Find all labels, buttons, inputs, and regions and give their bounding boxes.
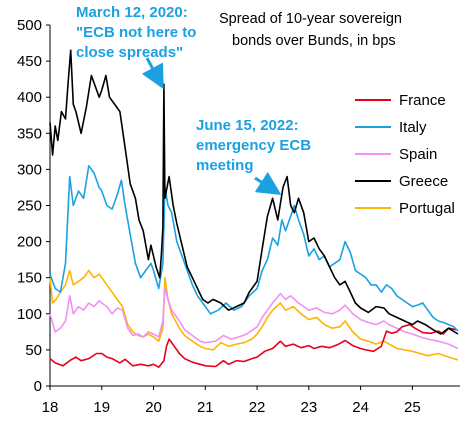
- legend-label-portugal: Portugal: [399, 200, 455, 217]
- x-tick-label: 18: [42, 399, 59, 416]
- x-tick-label: 22: [249, 399, 266, 416]
- x-tick-label: 20: [145, 399, 162, 416]
- y-tick-label: 200: [17, 234, 42, 251]
- annotations: March 12, 2020: "ECB not here to close spr…: [76, 4, 311, 195]
- chart-title-line-1: Spread of 10-year sovereign: [219, 11, 402, 27]
- series-line-france: [49, 323, 457, 368]
- annotation-2020-line-3: close spreads": [76, 44, 183, 61]
- chart-title-line-2: bonds over Bunds, in bps: [232, 33, 396, 49]
- y-tick-label: 450: [17, 53, 42, 70]
- annotation-2022-line-1: June 15, 2022:: [196, 117, 299, 134]
- x-tick-label: 25: [404, 399, 421, 416]
- annotation-2022-line-3: meeting: [196, 157, 254, 174]
- x-tick-label: 23: [300, 399, 317, 416]
- legend-label-italy: Italy: [399, 119, 427, 136]
- annotation-2020-arrow: [141, 57, 164, 90]
- y-tick-label: 350: [17, 125, 42, 142]
- y-tick-label: 100: [17, 306, 42, 323]
- legend-label-france: France: [399, 92, 446, 109]
- series-line-spain: [49, 287, 459, 350]
- series-line-italy: [49, 165, 459, 332]
- x-tick-label: 24: [352, 399, 369, 416]
- annotation-2020-line-1: March 12, 2020:: [76, 4, 188, 21]
- series-line-greece: [49, 49, 459, 335]
- x-tick-label: 19: [93, 399, 110, 416]
- y-tick-label: 50: [25, 342, 42, 359]
- y-tick-label: 150: [17, 270, 42, 287]
- annotation-2020-line-2: "ECB not here to: [76, 24, 196, 41]
- y-tick-label: 250: [17, 198, 42, 215]
- plot-area: [49, 49, 459, 368]
- y-tick-label: 0: [34, 378, 42, 395]
- y-tick-label: 500: [17, 17, 42, 34]
- annotation-2022-line-2: emergency ECB: [196, 137, 311, 154]
- annotation-2022-arrow: [254, 171, 282, 195]
- x-tick-label: 21: [197, 399, 214, 416]
- y-tick-label: 400: [17, 89, 42, 106]
- series-line-portugal: [49, 269, 459, 361]
- axes: 0 50 100 150 200 250 300 350 400 450 500 18 19 20 21 22…: [17, 17, 460, 416]
- y-tick-label: 300: [17, 161, 42, 178]
- legend-label-greece: Greece: [399, 173, 448, 190]
- legend-label-spain: Spain: [399, 146, 437, 163]
- legend: France Italy Spain Greece Portugal: [355, 92, 455, 217]
